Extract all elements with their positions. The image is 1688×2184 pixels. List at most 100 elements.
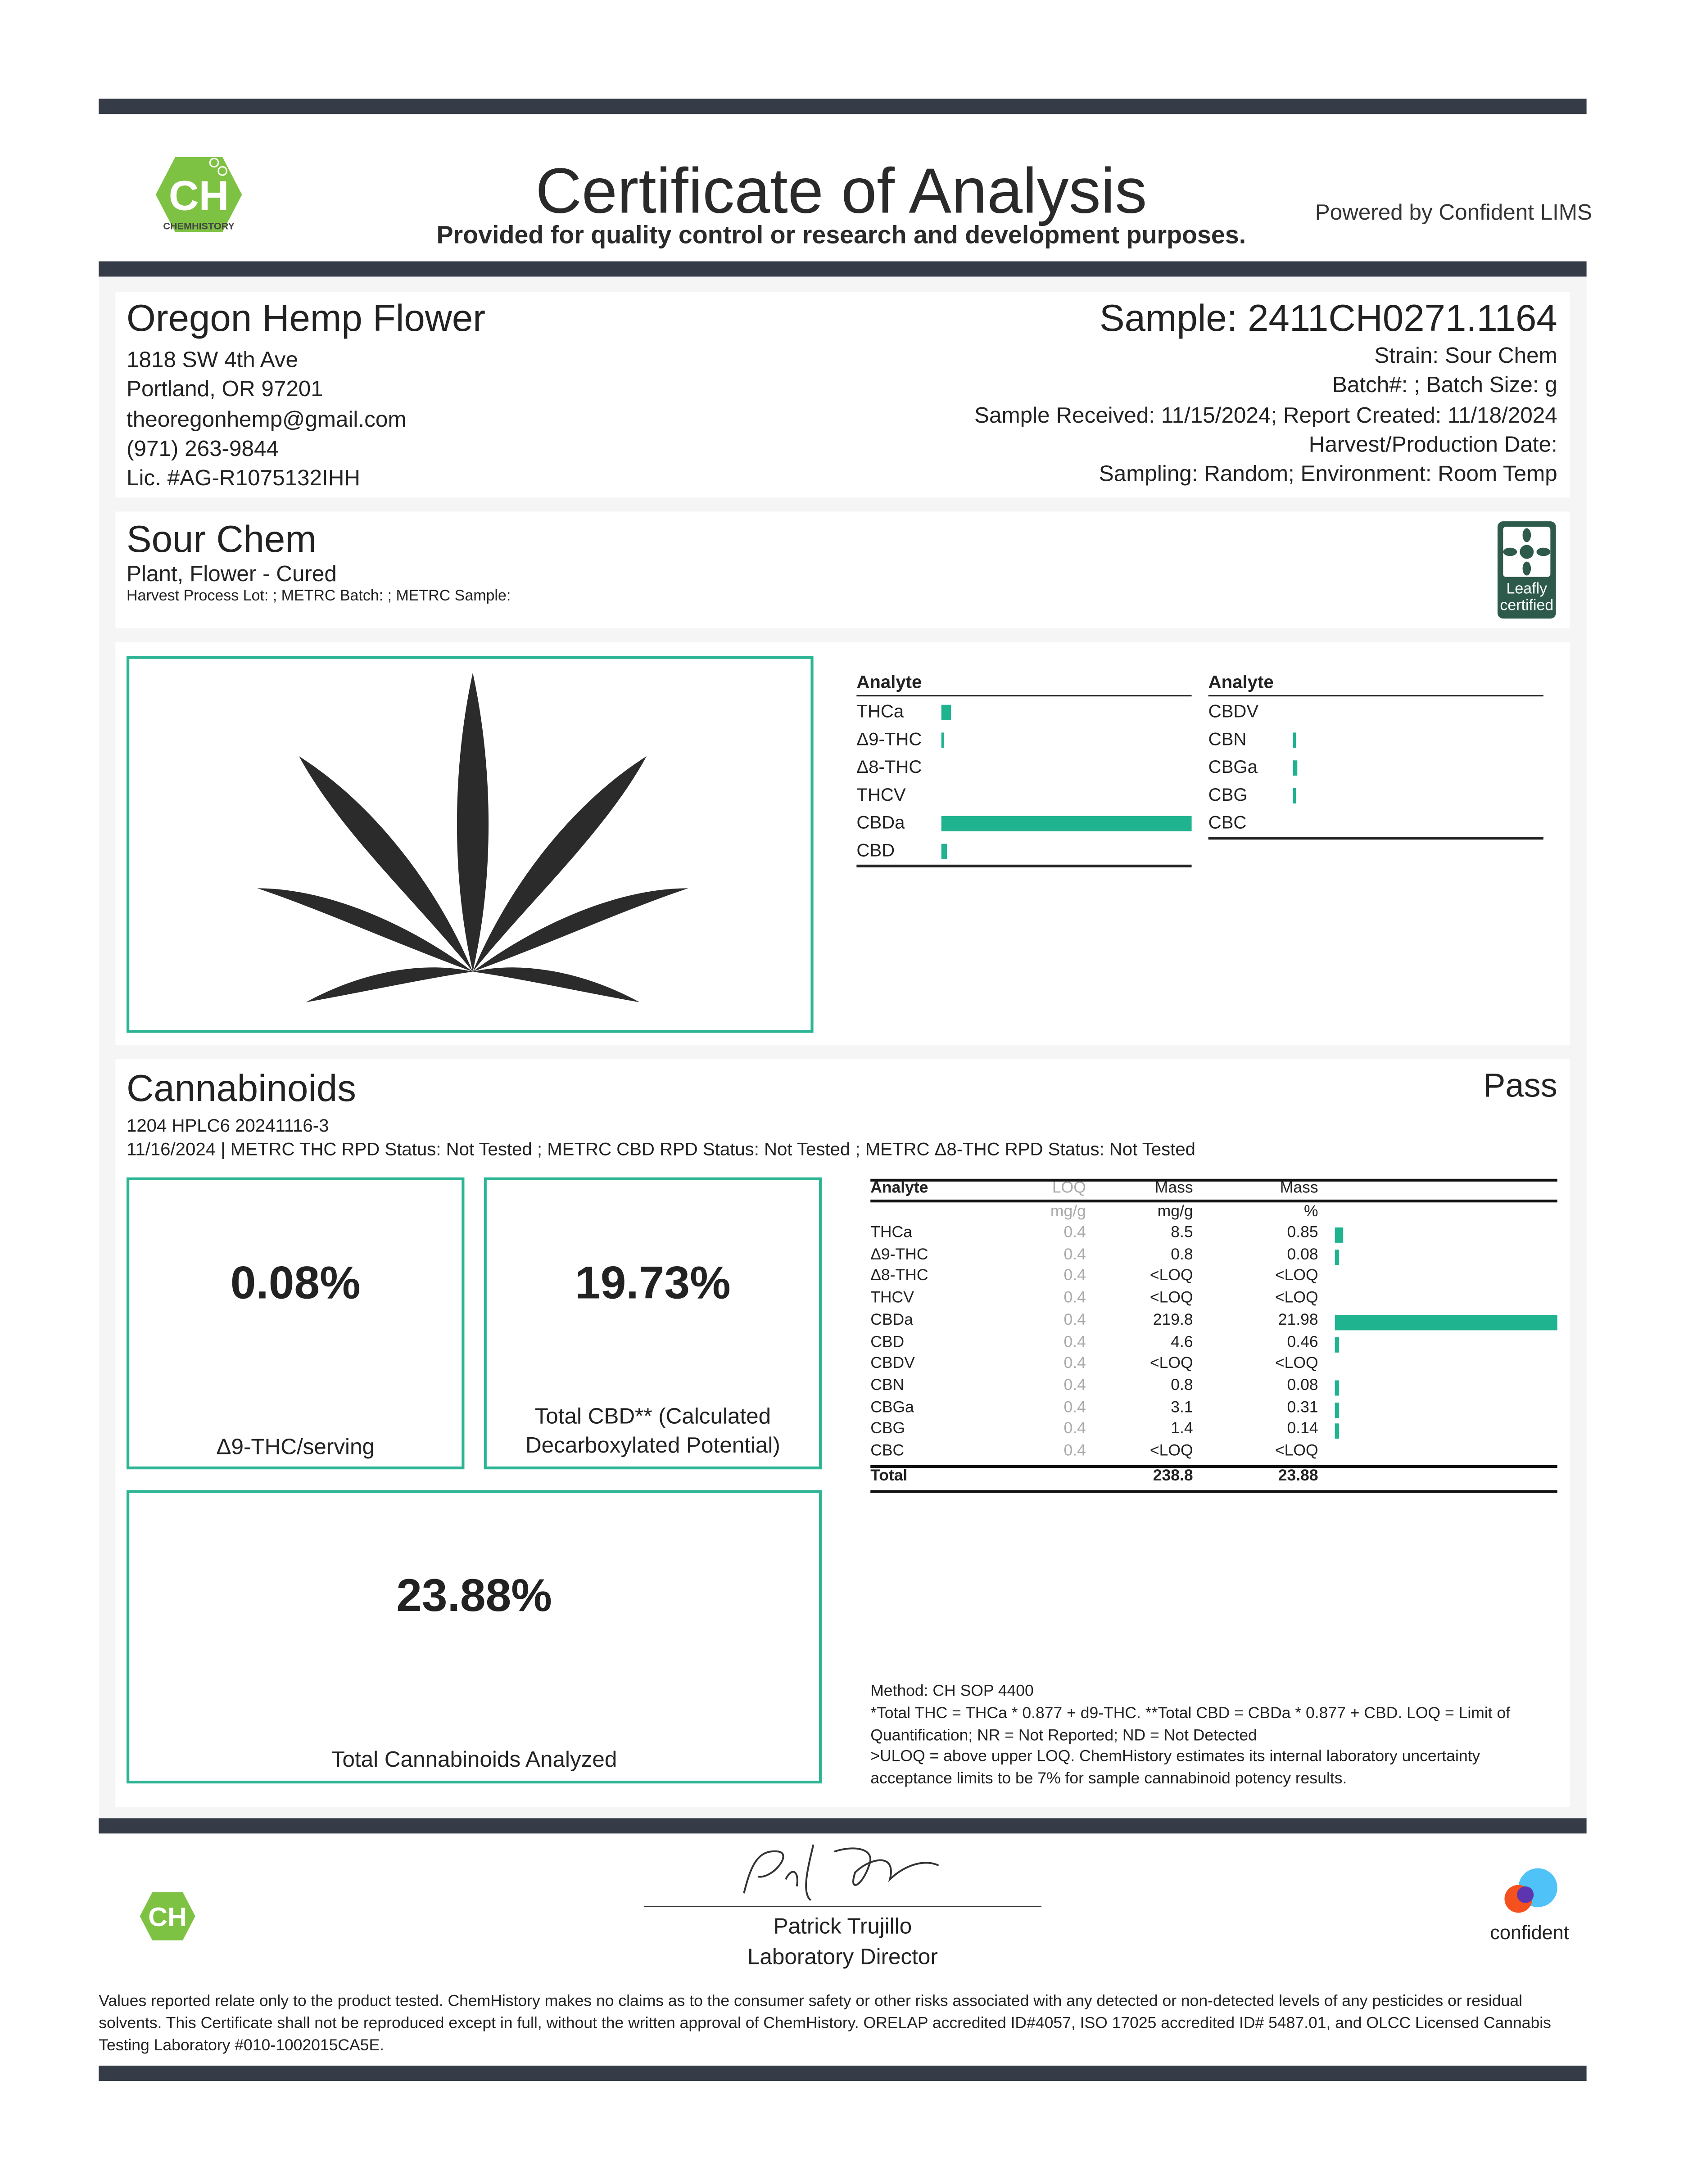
client-address2: Portland, OR 97201: [127, 378, 323, 402]
client-name: Oregon Hemp Flower: [127, 297, 486, 339]
cell-1: 0.4: [1063, 1399, 1086, 1416]
table-top-rule: [870, 1178, 1557, 1182]
sample-sampling: Sampling: Random; Environment: Room Temp: [1099, 463, 1557, 487]
summary-analyte: Δ9-THC: [856, 728, 922, 749]
cell-3: 0.31: [1287, 1399, 1318, 1416]
sample-strain: Strain: Sour Chem: [1374, 344, 1557, 369]
method-notes: Method: CH SOP 4400 *Total THC = THCa * …: [870, 1682, 1559, 1792]
cell-3: <LOQ: [1275, 1290, 1318, 1307]
cell-1: 0.4: [1063, 1290, 1086, 1307]
cell-0: Δ9-THC: [870, 1246, 928, 1263]
table-bottom-rule: [870, 1489, 1557, 1493]
client-license: Lic. #AG-R1075132IHH: [127, 467, 361, 491]
summary-analyte: CBC: [1208, 812, 1247, 833]
cell-2: 1.4: [1171, 1421, 1193, 1438]
summary-row: CBG: [1208, 781, 1543, 809]
cell-0: Δ8-THC: [870, 1268, 928, 1285]
summary-analyte: CBG: [1208, 784, 1248, 805]
note-method: Method: CH SOP 4400: [870, 1683, 1034, 1700]
summary-chart-right: Analyte CBDV CBN CBGa CBG CBC: [1208, 670, 1543, 839]
cell-3: 0.46: [1287, 1334, 1318, 1351]
logo-text: CHEMHISTORY: [163, 222, 235, 232]
total-cannabinoids-box: 23.88% Total Cannabinoids Analyzed: [127, 1490, 822, 1784]
cell-3: <LOQ: [1275, 1443, 1318, 1460]
client-email: theoregonhemp@gmail.com: [127, 408, 407, 432]
client-info: 1818 SW 4th Ave Portland, OR 97201 theor…: [127, 346, 406, 494]
summary-bar: [941, 844, 947, 859]
cell-3: 0.14: [1287, 1421, 1318, 1438]
cell-0: CBC: [870, 1443, 905, 1460]
cannabinoid-table: Analyte LOQ Mass Mass mg/g mg/g% THCa 0.4 8.5 0.8…: [870, 1178, 1557, 1493]
thc-serving-value: 0.08%: [230, 1256, 361, 1308]
cell-1: LOQ: [1052, 1180, 1086, 1197]
cell-1: 0.4: [1063, 1268, 1086, 1285]
cell-2: <LOQ: [1149, 1268, 1193, 1285]
table-row: CBD 0.4 4.6 0.46: [870, 1332, 1557, 1354]
cell-0: Total: [870, 1467, 908, 1485]
leafly-badge: Leafly certified: [1497, 521, 1556, 619]
table-row: Δ8-THC 0.4 <LOQ <LOQ: [870, 1267, 1557, 1289]
product-name: Sour Chem: [127, 518, 317, 560]
summary-header: Analyte: [1208, 670, 1543, 697]
cell-3: %: [1304, 1204, 1318, 1221]
cell-0: CBDV: [870, 1355, 915, 1372]
table-bar: [1335, 1402, 1339, 1417]
table-row: CBDa 0.4 219.8 21.98: [870, 1311, 1557, 1332]
total-cbd-box: 19.73% Total CBD** (Calculated Decarboxy…: [484, 1177, 822, 1470]
cell-3: 0.85: [1287, 1224, 1318, 1241]
table-bar: [1335, 1249, 1339, 1265]
sample-harvest: Harvest/Production Date:: [1308, 433, 1557, 457]
method-line: 1204 HPLC6 20241116-3: [127, 1115, 329, 1136]
cell-2: 8.5: [1171, 1224, 1193, 1241]
cell-1: 0.4: [1063, 1246, 1086, 1263]
table-row: mg/g mg/g%: [870, 1202, 1557, 1224]
cell-2: Mass: [1154, 1180, 1193, 1197]
table-bar: [1335, 1227, 1344, 1243]
table-row: THCa 0.4 8.5 0.85: [870, 1223, 1557, 1245]
cell-3: 0.08: [1287, 1246, 1318, 1263]
table-row: CBGa 0.4 3.1 0.31: [870, 1398, 1557, 1419]
summary-analyte: CBD: [856, 839, 895, 861]
product-card: Sour Chem Plant, Flower - Cured Harvest …: [115, 511, 1570, 628]
rpd-line: 11/16/2024 | METRC THC RPD Status: Not T…: [127, 1138, 1196, 1160]
sample-batch: Batch#: ; Batch Size: g: [1332, 374, 1557, 398]
table-total-row: Total 238.8 23.88: [870, 1466, 1557, 1488]
product-image: [127, 656, 814, 1033]
signer: Patrick Trujillo Laboratory Director: [644, 1913, 1041, 1974]
sample-info: Strain: Sour Chem Batch#: ; Batch Size: …: [974, 342, 1557, 490]
summary-analyte: THCV: [856, 784, 906, 805]
chemhistory-footer-logo: CH: [140, 1892, 195, 1940]
cell-2: <LOQ: [1149, 1290, 1193, 1307]
table-row: THCV 0.4 <LOQ <LOQ: [870, 1289, 1557, 1310]
signature-image: [743, 1844, 939, 1901]
cell-3: 23.88: [1278, 1467, 1318, 1485]
summary-chart-left: Analyte THCa Δ9-THC Δ8-THC THCV CBDa CBD: [856, 670, 1192, 867]
total-cbd-value: 19.73%: [575, 1256, 731, 1308]
signer-role: Laboratory Director: [747, 1946, 938, 1970]
summary-bottom-rule: [856, 864, 1192, 867]
summary-analyte: CBDV: [1208, 700, 1259, 722]
table-row: Analyte LOQ Mass Mass: [870, 1179, 1557, 1200]
thc-serving-box: 0.08% Δ9-THC/serving: [127, 1177, 465, 1470]
summary-analyte: CBN: [1208, 728, 1247, 749]
summary-row: CBC: [1208, 809, 1543, 837]
summary-bar: [941, 704, 951, 720]
summary-bar: [941, 816, 1192, 831]
cell-2: 4.6: [1171, 1334, 1193, 1351]
product-lots: Harvest Process Lot: ; METRC Batch: ; ME…: [127, 588, 511, 605]
table-bar: [1335, 1336, 1340, 1352]
pass-status: Pass: [1483, 1067, 1557, 1106]
product-type: Plant, Flower - Cured: [127, 563, 337, 587]
table-total-rule: [870, 1464, 1557, 1468]
section-title: Cannabinoids: [127, 1067, 356, 1110]
cell-0: CBDa: [870, 1312, 913, 1329]
cannabis-leaf-icon: [257, 672, 688, 1002]
leafly-text: Leafly certified: [1500, 581, 1554, 614]
signer-name: Patrick Trujillo: [773, 1915, 912, 1940]
confident-text: confident: [1490, 1921, 1569, 1944]
summary-header: Analyte: [856, 670, 1192, 697]
client-phone: (971) 263-9844: [127, 438, 279, 461]
cell-0: CBD: [870, 1334, 905, 1351]
cell-2: 3.1: [1171, 1399, 1193, 1416]
